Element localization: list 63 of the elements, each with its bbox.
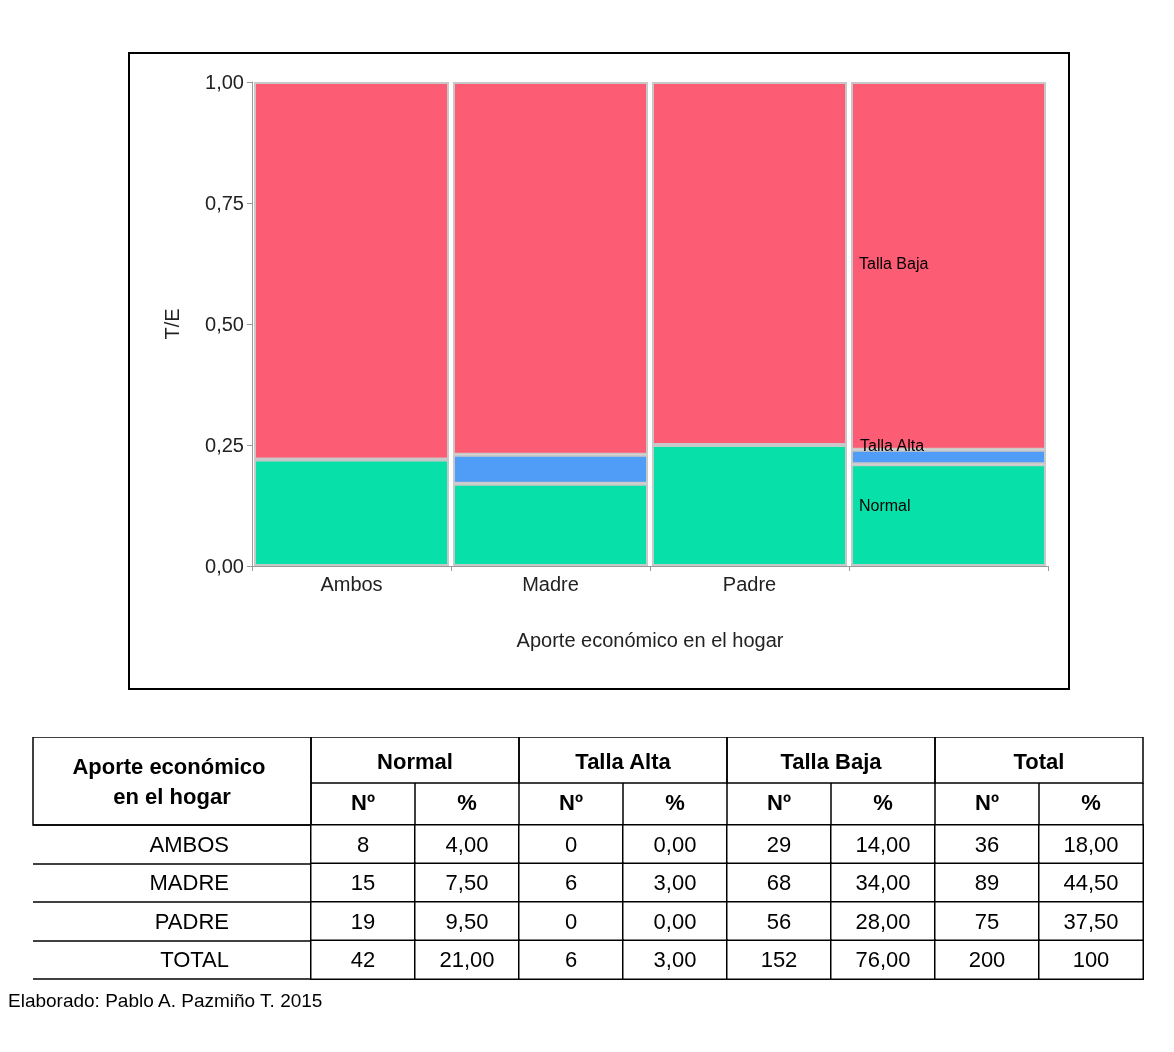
series-label: Talla Alta [860,436,925,454]
data-label: 44,50 [1063,870,1119,896]
data-label: 42 [350,947,376,973]
data-label: 68 [766,870,792,896]
data-label: 56 [766,908,792,934]
data-label: 100 [1072,947,1110,973]
y-tick-label: 0,25 [205,434,244,456]
data-label: 6 [564,947,578,973]
data-label: 75 [974,908,1000,934]
data-label: 34,00 [855,870,911,896]
data-label: 8 [356,831,370,857]
x-tick-label: Nº [351,789,375,815]
x-tick-label: % [1081,789,1101,815]
x-tick-label: % [665,789,685,815]
text: Elaborado: Pablo A. Pazmiño T. 2015 [8,990,323,1011]
y-axis-title: Aporte económico en el hogar [72,753,272,809]
y-tick-label: 0,00 [205,555,244,577]
data-label: 28,00 [855,908,911,934]
x-tick-label: Ambos [320,573,383,595]
data-label: 0,00 [653,908,697,934]
text: Normal [377,748,453,774]
data-label: 89 [974,870,1000,896]
x-tick-label: % [457,789,477,815]
data-label: 36 [974,831,1000,857]
y-tick-label: TOTAL [160,947,229,973]
data-label: 7,50 [445,870,489,896]
x-tick-label: Nº [975,789,999,815]
text: Talla Alta [575,748,672,774]
data-label: 6 [564,870,578,896]
data-label: 14,00 [855,831,911,857]
y-tick-label: PADRE [154,908,229,934]
x-tick-label: Padre [722,573,777,595]
x-tick-label: Nº [559,789,583,815]
data-label: 19 [350,908,376,934]
data-label: 15 [350,870,376,896]
data-label: 9,50 [445,908,489,934]
data-label: 4,00 [445,831,489,857]
data-label: 18,00 [1063,831,1119,857]
data-label: 0 [564,908,578,934]
x-tick-label: Nº [767,789,791,815]
data-label: 29 [766,831,792,857]
y-axis-title: T/E [161,308,183,340]
x-tick-label: Madre [522,573,579,595]
x-tick-label: % [873,789,893,815]
y-tick-label: 0,75 [205,192,244,214]
series-label: Normal [859,497,911,514]
text: Talla Baja [780,748,883,774]
data-label: 76,00 [855,947,911,973]
data-label: 3,00 [653,947,697,973]
data-label: 0,00 [653,831,697,857]
data-label: 200 [968,947,1006,973]
data-label: 0 [564,831,578,857]
x-axis-title: Aporte económico en el hogar [516,629,784,651]
data-label: 152 [760,947,798,973]
series-label: Talla Baja [859,255,929,272]
y-tick-label: 0,50 [205,313,244,335]
data-label: 37,50 [1063,908,1119,934]
y-tick-label: AMBOS [149,831,229,857]
text: Total [1013,748,1065,774]
data-label: 21,00 [439,947,495,973]
data-label: 3,00 [653,870,697,896]
y-tick-label: MADRE [149,870,229,896]
y-tick-label: 1,00 [205,71,244,93]
